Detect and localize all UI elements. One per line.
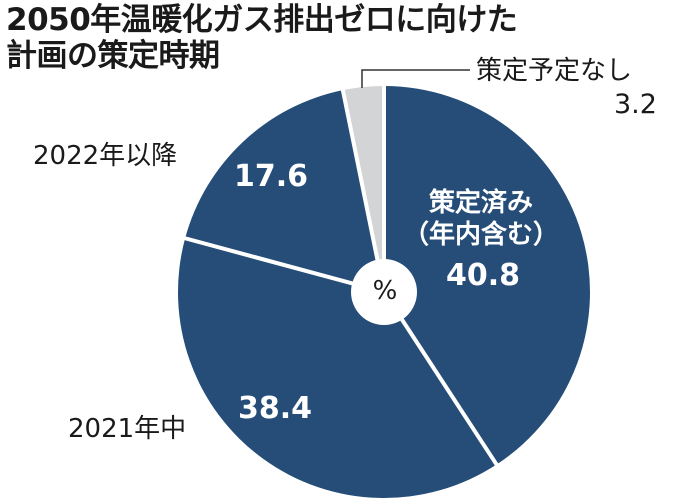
pie-slice — [177, 238, 497, 498]
category-label-2021: 2021年中 — [68, 414, 187, 444]
chart-title: 2050年温暖化ガス排出ゼロに向けた 計画の策定時期 — [6, 2, 518, 74]
slice-value-2021: 38.4 — [238, 391, 313, 426]
slice-separator — [182, 235, 385, 294]
slice-separator — [382, 290, 500, 468]
pie-slice — [185, 90, 384, 292]
slice-value-done: 40.8 — [446, 258, 521, 293]
category-label-none: 策定予定なし — [476, 56, 633, 86]
unit-label: % — [372, 276, 398, 306]
slice-label-done-sub: （年内含む） — [386, 220, 576, 251]
category-label-2022: 2022年以降 — [33, 141, 178, 171]
slice-label-done: 策定済み — [416, 188, 546, 219]
pie-slices — [177, 86, 590, 498]
slice-value-2022: 17.6 — [234, 159, 309, 194]
pie-center-hole — [351, 259, 417, 325]
slice-label-done-line1: 策定済み — [428, 188, 533, 218]
pie-separators — [182, 84, 500, 468]
leader-line-none — [361, 69, 470, 88]
chart-title-line2: 計画の策定時期 — [6, 38, 220, 74]
chart-title-line1: 2050年温暖化ガス排出ゼロに向けた — [6, 2, 518, 38]
slice-label-done-line2: （年内含む） — [402, 220, 559, 250]
slice-separator — [340, 87, 386, 293]
category-value-none: 3.2 — [614, 89, 657, 120]
